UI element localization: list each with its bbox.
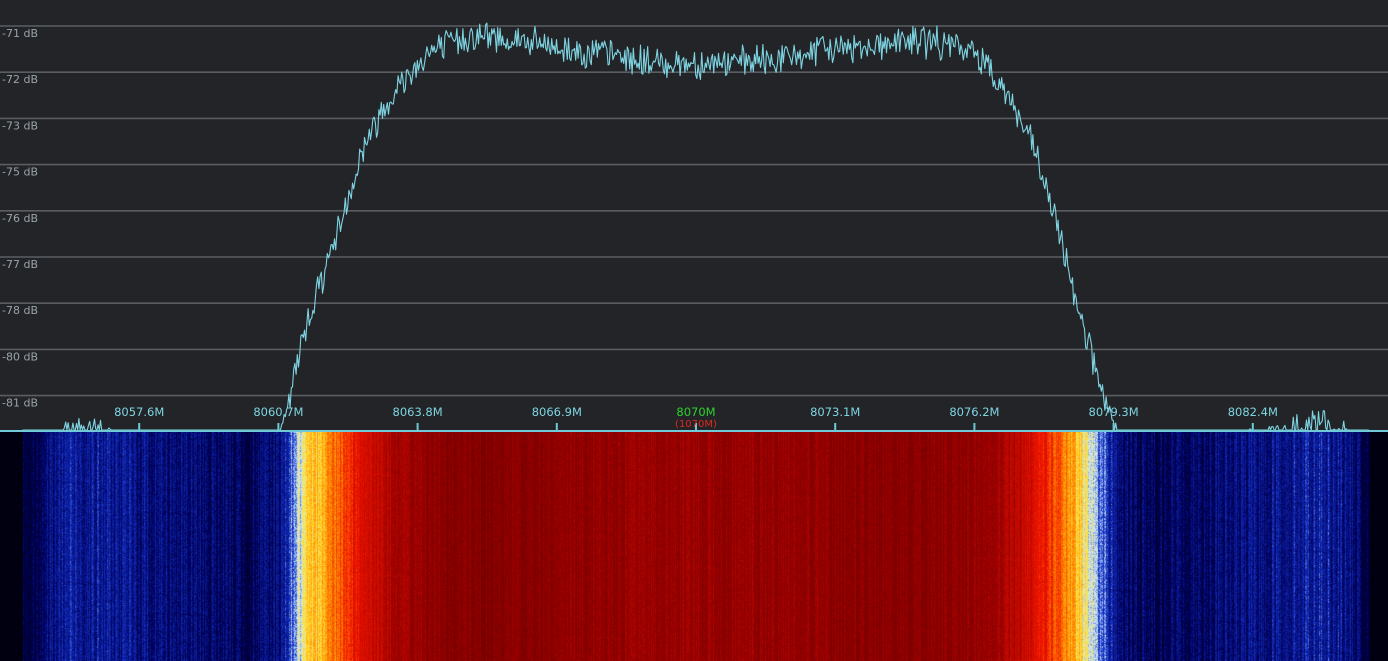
db-tick-label: -72 dB (2, 73, 38, 86)
db-tick-label: -81 dB (2, 397, 38, 410)
center-frequency-sub-label: (1070M) (675, 419, 717, 430)
db-tick-label: -77 dB (2, 258, 38, 271)
center-frequency-label: 8070M (676, 405, 715, 419)
frequency-tick-label: 8079.3M (1089, 405, 1139, 419)
db-tick-label: -71 dB (2, 27, 38, 40)
frequency-tick-label: 8063.8M (393, 405, 443, 419)
waterfall-display[interactable] (0, 432, 1388, 661)
frequency-axis: 8057.6M 8060.7M 8063.8M 8066.9M 8070M(1070M)… (114, 405, 1278, 430)
db-tick-label: -75 dB (2, 166, 38, 179)
frequency-tick-label: 8076.2M (949, 405, 999, 419)
db-tick-label: -78 dB (2, 304, 38, 317)
db-tick-label: -80 dB (2, 350, 38, 363)
db-tick-label: -73 dB (2, 119, 38, 132)
trace-layer (22, 22, 1369, 431)
db-axis: -71 dB -72 dB -73 dB -75 dB -76 dB -77 dB -78 … (2, 27, 38, 410)
spectrum-waterfall-divider[interactable] (0, 430, 1388, 432)
spectrum-plot[interactable]: -71 dB -72 dB -73 dB -75 dB -76 dB -77 dB -78 … (0, 0, 1388, 431)
frequency-tick-label: 8060.7M (253, 405, 303, 419)
frequency-tick-label: 8057.6M (114, 405, 164, 419)
grid-lines (0, 25, 1388, 397)
frequency-tick-label: 8073.1M (810, 405, 860, 419)
frequency-tick-label: 8066.9M (532, 405, 582, 419)
spectrum-panel[interactable]: -71 dB -72 dB -73 dB -75 dB -76 dB -77 dB -78 … (0, 0, 1388, 431)
waterfall-panel[interactable] (0, 432, 1388, 661)
db-tick-label: -76 dB (2, 212, 38, 225)
spectrum-trace (22, 22, 1369, 431)
frequency-tick-label: 8082.4M (1228, 405, 1278, 419)
